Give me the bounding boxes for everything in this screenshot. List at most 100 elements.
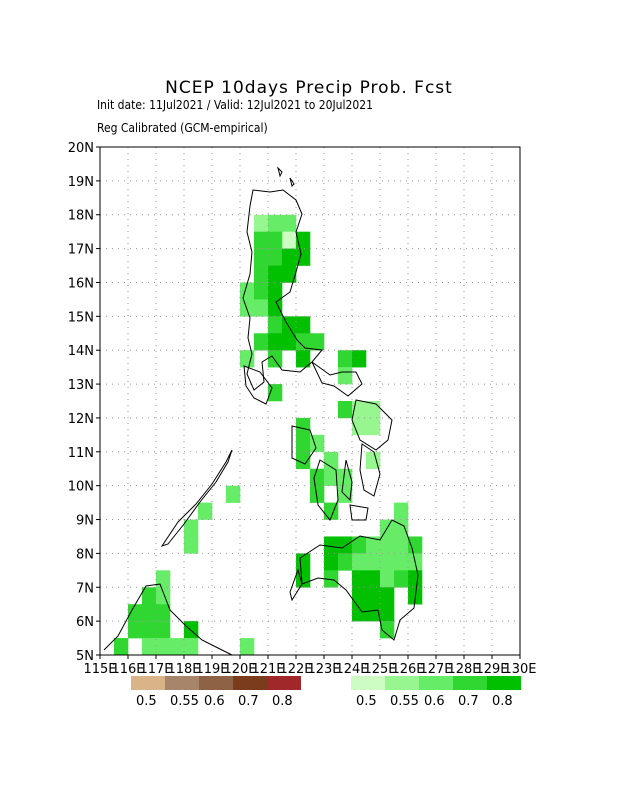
probability-cell xyxy=(366,417,381,436)
lon-tick-label: 121E xyxy=(251,662,284,677)
legend-swatch xyxy=(351,676,385,690)
lon-tick-label: 125E xyxy=(363,662,396,677)
probability-cell xyxy=(268,316,283,334)
probability-cell xyxy=(366,536,381,554)
lon-tick-label: 119E xyxy=(195,662,228,677)
lon-tick-label: 127E xyxy=(419,662,452,677)
legend-swatch xyxy=(487,676,521,690)
probability-cell xyxy=(296,350,311,368)
probability-cell xyxy=(394,519,409,537)
probability-cell xyxy=(128,621,143,639)
probability-cell xyxy=(282,214,297,232)
lat-tick-label: 17N xyxy=(68,243,94,258)
probability-cell xyxy=(170,638,185,656)
probability-cell xyxy=(254,248,269,266)
probability-cell xyxy=(282,248,297,266)
cebu-coastline xyxy=(341,459,353,502)
mindanao-coastline xyxy=(299,519,419,641)
probability-cell xyxy=(184,621,199,639)
legend-swatch xyxy=(199,676,233,690)
probability-cell xyxy=(184,519,199,537)
probability-cell xyxy=(366,587,381,605)
probability-cell xyxy=(296,570,311,588)
probability-cell xyxy=(338,350,353,368)
probability-cell xyxy=(366,451,381,470)
calibration-method: Reg Calibrated (GCM-empirical) xyxy=(97,121,268,135)
probability-cell xyxy=(352,536,367,554)
panay-coastline xyxy=(291,425,317,465)
probability-cell xyxy=(156,587,171,605)
probability-cell xyxy=(352,553,367,571)
probability-cell xyxy=(254,214,269,232)
lat-tick-label: 20N xyxy=(68,141,94,156)
legend-value: 0.5 xyxy=(356,694,377,709)
probability-cell xyxy=(254,333,269,351)
probability-cell xyxy=(240,638,255,656)
probability-cell xyxy=(408,570,423,588)
probability-cells xyxy=(114,214,423,656)
luzon-coastline xyxy=(242,189,323,391)
samar-coastline xyxy=(351,399,393,451)
palawan-coastline xyxy=(160,449,233,547)
probability-cell xyxy=(268,231,283,249)
probability-cell xyxy=(352,587,367,605)
probability-cell xyxy=(296,231,311,249)
legend-value: 0.5 xyxy=(136,694,157,709)
probability-cell xyxy=(282,333,297,351)
lat-tick-label: 18N xyxy=(68,209,94,224)
probability-cell xyxy=(268,299,283,317)
probability-cell xyxy=(366,604,381,622)
legend-value: 0.8 xyxy=(272,694,293,709)
lon-tick-label: 122E xyxy=(279,662,312,677)
probability-cell xyxy=(380,587,395,605)
legend-value: 0.6 xyxy=(424,694,445,709)
probability-cell xyxy=(296,417,311,436)
probability-cell xyxy=(226,485,241,503)
lon-tick-label: 128E xyxy=(447,662,480,677)
probability-cell xyxy=(142,604,157,622)
probability-cell xyxy=(184,536,199,554)
probability-cell xyxy=(268,350,283,368)
probability-cell xyxy=(352,401,367,419)
probability-cell xyxy=(282,265,297,283)
probability-cell xyxy=(296,333,311,351)
legend-value: 0.55 xyxy=(170,694,199,709)
batanes-islands xyxy=(277,166,295,187)
probability-cell xyxy=(324,536,339,554)
probability-cell xyxy=(268,333,283,351)
lat-tick-label: 7N xyxy=(76,581,94,596)
probability-cell xyxy=(338,468,353,486)
probability-cell xyxy=(156,621,171,639)
lat-tick-label: 19N xyxy=(68,175,94,190)
probability-cell xyxy=(198,502,213,520)
coastlines xyxy=(103,166,419,656)
lat-tick-label: 15N xyxy=(68,310,94,325)
probability-cell xyxy=(114,638,129,656)
legend-swatch xyxy=(131,676,165,690)
probability-cell xyxy=(142,638,157,656)
probability-cell xyxy=(310,468,325,486)
probability-cell xyxy=(338,367,353,385)
lon-tick-label: 115E xyxy=(83,662,116,677)
mindoro-coastline xyxy=(243,365,273,405)
lat-tick-label: 5N xyxy=(76,649,94,664)
legend-swatch xyxy=(385,676,419,690)
leyte-coastline xyxy=(359,443,381,497)
zamboanga-coastline xyxy=(289,568,303,602)
probability-cell xyxy=(128,604,143,622)
probability-cell xyxy=(268,265,283,283)
probability-cell xyxy=(394,502,409,520)
probability-cell xyxy=(254,282,269,300)
probability-cell xyxy=(352,570,367,588)
probability-cell xyxy=(282,231,297,249)
probability-cell xyxy=(156,570,171,588)
probability-cell xyxy=(296,434,311,453)
probability-cell xyxy=(296,316,311,334)
legend-value: 0.7 xyxy=(238,694,259,709)
negros-coastline xyxy=(313,459,339,521)
map-frame xyxy=(99,146,521,656)
lon-tick-label: 123E xyxy=(307,662,340,677)
legend-value: 0.55 xyxy=(390,694,419,709)
lon-tick-label: 118E xyxy=(167,662,200,677)
